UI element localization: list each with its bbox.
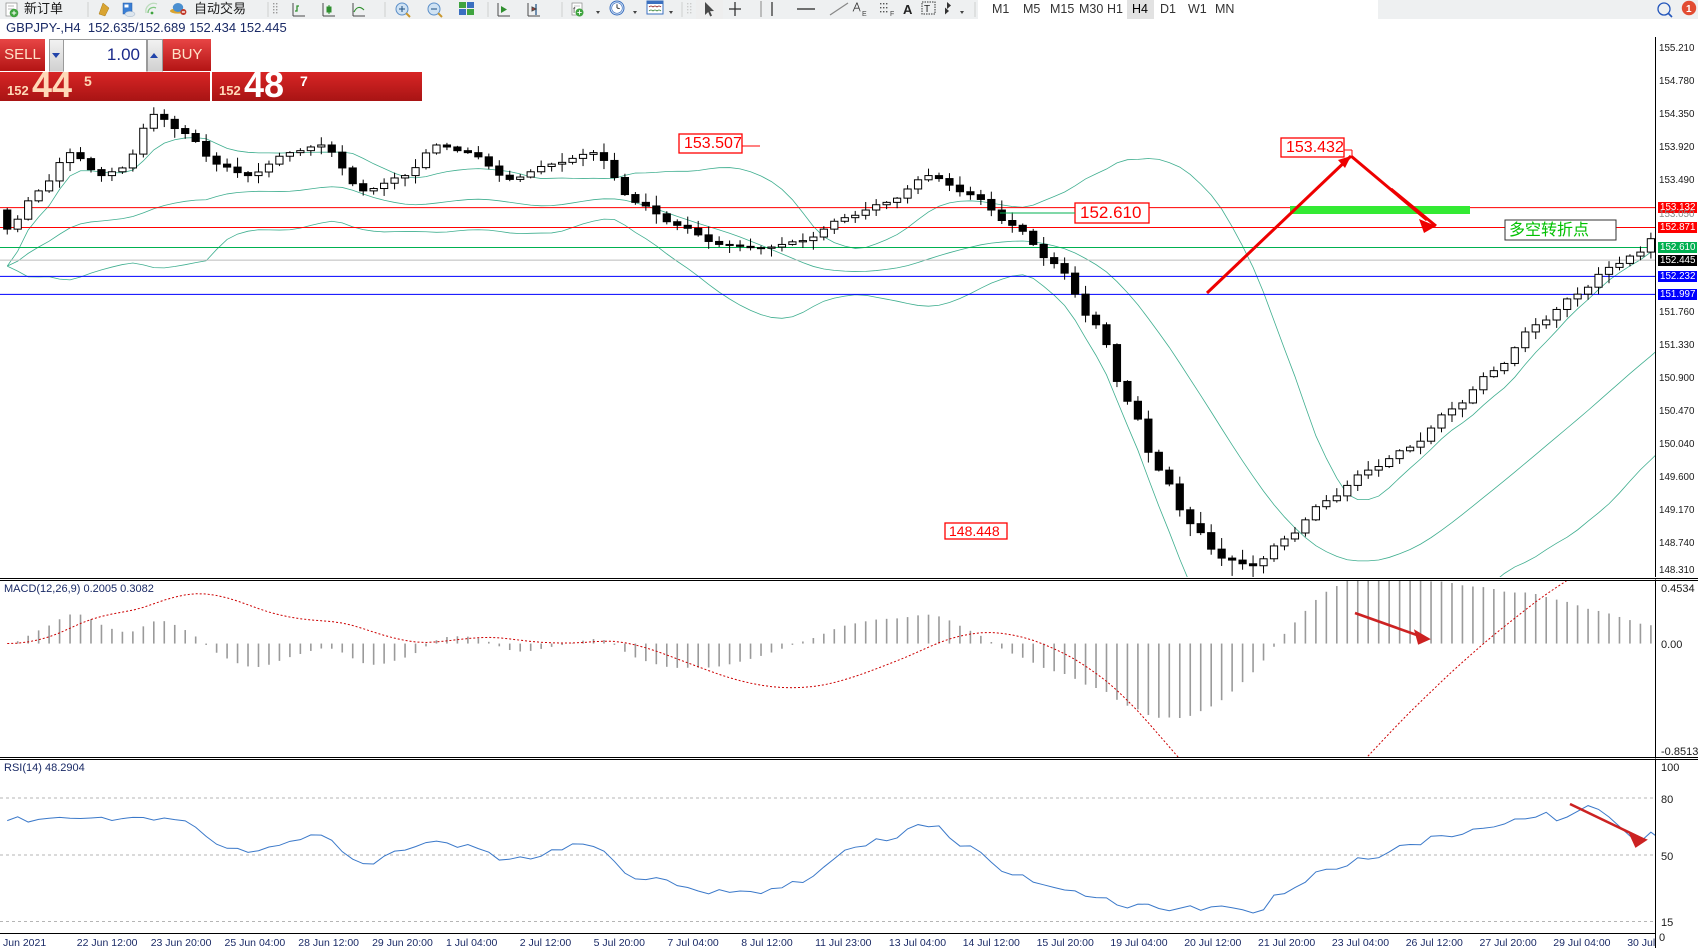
- svg-text:27 Jul 20:00: 27 Jul 20:00: [1480, 937, 1537, 948]
- svg-text:21 Jul 20:00: 21 Jul 20:00: [1258, 937, 1315, 948]
- svg-text:7 Jul 04:00: 7 Jul 04:00: [667, 937, 719, 948]
- svg-text:自动交易: 自动交易: [194, 1, 246, 16]
- svg-text:148.448: 148.448: [949, 523, 1000, 539]
- svg-text:14 Jul 12:00: 14 Jul 12:00: [963, 937, 1020, 948]
- svg-text:MN: MN: [1215, 2, 1234, 16]
- svg-text:26 Jul 12:00: 26 Jul 12:00: [1406, 937, 1463, 948]
- svg-text:Jun 2021: Jun 2021: [3, 937, 46, 948]
- svg-text:2 Jul 12:00: 2 Jul 12:00: [520, 937, 572, 948]
- svg-text:19 Jul 04:00: 19 Jul 04:00: [1110, 937, 1167, 948]
- svg-text:1: 1: [1686, 4, 1692, 15]
- svg-text:22 Jun 12:00: 22 Jun 12:00: [77, 937, 138, 948]
- svg-text:新订单: 新订单: [24, 1, 63, 16]
- svg-text:153.432: 153.432: [1286, 139, 1344, 156]
- svg-text:13 Jul 04:00: 13 Jul 04:00: [889, 937, 946, 948]
- svg-text:28 Jun 12:00: 28 Jun 12:00: [298, 937, 359, 948]
- svg-text:20 Jul 12:00: 20 Jul 12:00: [1184, 937, 1241, 948]
- svg-text:多空转折点: 多空转折点: [1509, 221, 1589, 239]
- svg-text:M15: M15: [1050, 2, 1074, 16]
- svg-text:23 Jun 20:00: 23 Jun 20:00: [151, 937, 212, 948]
- svg-text:A: A: [903, 2, 913, 17]
- svg-text:5 Jul 20:00: 5 Jul 20:00: [594, 937, 646, 948]
- svg-text:F: F: [890, 11, 894, 18]
- svg-text:T: T: [924, 4, 930, 15]
- svg-text:D1: D1: [1160, 2, 1176, 16]
- svg-text:152.610: 152.610: [1080, 203, 1141, 222]
- svg-text:23 Jul 04:00: 23 Jul 04:00: [1332, 937, 1389, 948]
- svg-text:H1: H1: [1107, 2, 1123, 16]
- svg-text:153.507: 153.507: [684, 135, 742, 152]
- svg-text:M5: M5: [1023, 2, 1040, 16]
- svg-text:1 Jul 04:00: 1 Jul 04:00: [446, 937, 498, 948]
- svg-text:H4: H4: [1132, 2, 1148, 16]
- svg-text:15 Jul 20:00: 15 Jul 20:00: [1037, 937, 1094, 948]
- svg-text:M30: M30: [1079, 2, 1103, 16]
- svg-text:29 Jun 20:00: 29 Jun 20:00: [372, 937, 433, 948]
- svg-text:25 Jun 04:00: 25 Jun 04:00: [225, 937, 286, 948]
- svg-text:11 Jul 23:00: 11 Jul 23:00: [815, 937, 872, 948]
- svg-text:W1: W1: [1188, 2, 1207, 16]
- svg-text:E: E: [862, 11, 867, 18]
- svg-text:29 Jul 04:00: 29 Jul 04:00: [1553, 937, 1610, 948]
- svg-text:8 Jul 12:00: 8 Jul 12:00: [741, 937, 793, 948]
- svg-text:M1: M1: [992, 2, 1009, 16]
